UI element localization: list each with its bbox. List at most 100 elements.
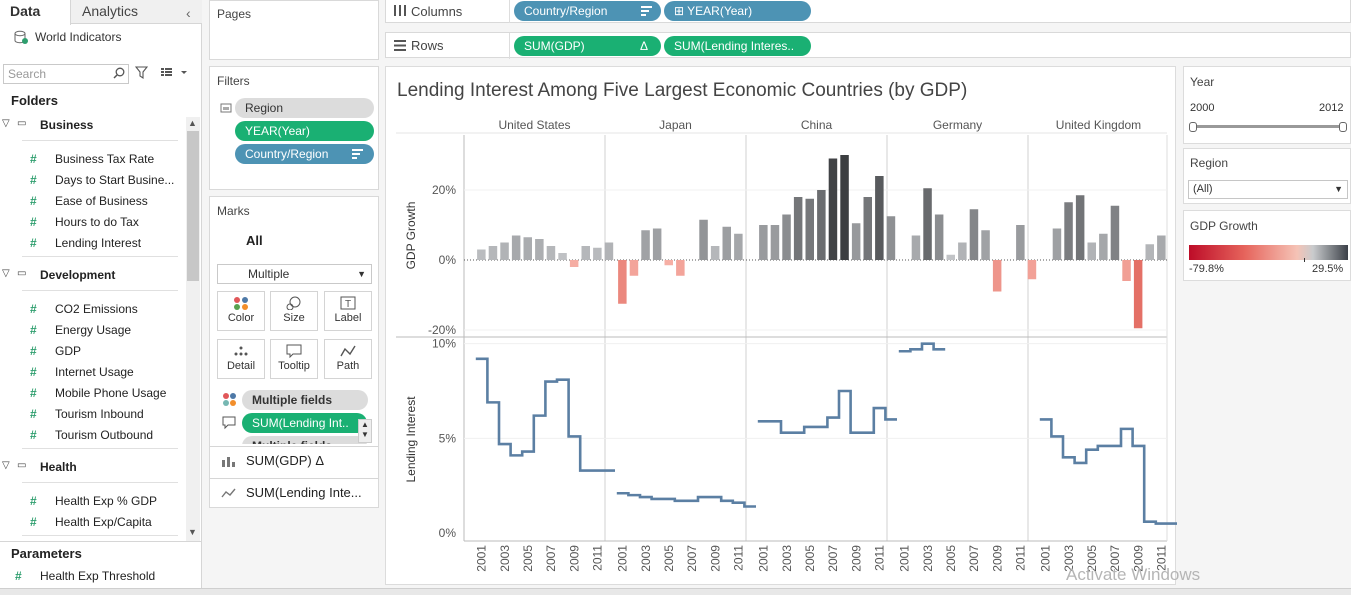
tab-data[interactable]: Data bbox=[0, 0, 71, 25]
gdp-bar[interactable] bbox=[886, 216, 896, 260]
gdp-bar[interactable] bbox=[1087, 242, 1097, 261]
gdp-bar[interactable] bbox=[934, 214, 944, 261]
columns-pill-year[interactable]: ⊞ YEAR(Year) bbox=[664, 1, 811, 21]
gdp-bar[interactable] bbox=[1157, 235, 1166, 261]
gdp-bar[interactable] bbox=[558, 253, 567, 260]
lending-line[interactable] bbox=[757, 389, 897, 434]
gdp-bar[interactable] bbox=[958, 242, 967, 261]
path-button[interactable]: Path bbox=[324, 339, 372, 379]
chevron-down-icon: ▽ bbox=[2, 460, 10, 471]
gdp-bar[interactable] bbox=[641, 230, 650, 260]
columns-pill-country[interactable]: Country/Region bbox=[514, 1, 661, 21]
gdp-bar[interactable] bbox=[593, 247, 602, 260]
gdp-bar[interactable] bbox=[981, 230, 990, 260]
chart[interactable]: United States Japan China Germany United Kin… bbox=[386, 67, 1177, 586]
search-input[interactable]: Search bbox=[3, 64, 129, 84]
detail-button[interactable]: Detail bbox=[217, 339, 265, 379]
datasource-item[interactable]: World Indicators bbox=[14, 30, 121, 48]
gdp-bar[interactable] bbox=[851, 223, 861, 260]
gdp-bar[interactable] bbox=[1027, 260, 1037, 280]
marks-all-label[interactable]: All bbox=[246, 233, 263, 248]
lending-line[interactable] bbox=[475, 357, 615, 472]
gdp-bar[interactable] bbox=[793, 197, 803, 260]
region-select[interactable]: (All) ▼ bbox=[1188, 180, 1348, 199]
year-filter-card: Year 2000 2012 bbox=[1183, 66, 1351, 144]
gdp-bar[interactable] bbox=[676, 260, 685, 276]
gdp-bar[interactable] bbox=[734, 233, 743, 260]
lending-line[interactable] bbox=[898, 342, 946, 353]
gdp-bar[interactable] bbox=[1016, 225, 1025, 260]
gdp-bar[interactable] bbox=[1099, 233, 1108, 260]
gdp-bar[interactable] bbox=[511, 235, 521, 261]
scrollbar-thumb[interactable] bbox=[187, 131, 199, 281]
gdp-bar[interactable] bbox=[1110, 205, 1120, 260]
size-button[interactable]: Size bbox=[270, 291, 318, 331]
tooltip-button[interactable]: Tooltip bbox=[270, 339, 318, 379]
gdp-bar[interactable] bbox=[840, 155, 849, 260]
gdp-bar[interactable] bbox=[535, 239, 544, 260]
year-slider-track[interactable] bbox=[1192, 125, 1344, 128]
gdp-bar[interactable] bbox=[1133, 260, 1143, 329]
gdp-bar[interactable] bbox=[722, 226, 732, 260]
marks-layer-lending[interactable]: SUM(Lending Inte... bbox=[246, 485, 362, 500]
rows-pill-lending[interactable]: SUM(Lending Interes.. bbox=[664, 36, 811, 56]
marks-field-pill[interactable]: SUM(Lending Int.. bbox=[242, 413, 367, 433]
marks-layer-gdp[interactable]: SUM(GDP) Δ bbox=[246, 453, 325, 468]
gdp-bar[interactable] bbox=[652, 228, 662, 261]
collapse-pane-icon[interactable]: ‹ bbox=[186, 5, 191, 21]
gdp-bar[interactable] bbox=[923, 188, 932, 260]
marks-field-pill[interactable]: Multiple fields bbox=[242, 436, 367, 444]
country-header: United Kingdom bbox=[1056, 118, 1141, 132]
gdp-bar[interactable] bbox=[1145, 244, 1155, 260]
label-button[interactable]: T Label bbox=[324, 291, 372, 331]
color-button[interactable]: Color bbox=[217, 291, 265, 331]
gdp-bar[interactable] bbox=[604, 242, 614, 261]
gdp-bar[interactable] bbox=[500, 242, 509, 261]
rows-pill-gdp[interactable]: SUM(GDP) Δ bbox=[514, 36, 661, 56]
gdp-bar[interactable] bbox=[863, 197, 873, 260]
filter-pill-country[interactable]: Country/Region bbox=[235, 144, 374, 164]
gdp-bar[interactable] bbox=[569, 260, 579, 267]
gdp-bar[interactable] bbox=[782, 214, 791, 261]
gdp-bar[interactable] bbox=[523, 237, 533, 260]
filter-pill-year[interactable]: YEAR(Year) bbox=[235, 121, 374, 141]
gdp-bar[interactable] bbox=[546, 246, 556, 260]
gdp-bar[interactable] bbox=[710, 246, 720, 260]
gdp-bar[interactable] bbox=[992, 260, 1002, 292]
gdp-bar[interactable] bbox=[969, 209, 979, 260]
scroll-up-icon[interactable]: ▲ bbox=[188, 118, 197, 128]
gdp-bar[interactable] bbox=[759, 225, 768, 260]
gdp-bar[interactable] bbox=[581, 246, 591, 260]
gdp-bar[interactable] bbox=[770, 225, 780, 260]
lending-line[interactable] bbox=[616, 491, 756, 508]
gdp-bar[interactable] bbox=[618, 260, 627, 304]
chart-title: Lending Interest Among Five Largest Econ… bbox=[397, 80, 968, 101]
gdp-bar[interactable] bbox=[1064, 202, 1073, 260]
mark-type-select[interactable]: Multiple ▼ bbox=[217, 264, 372, 284]
gdp-bar[interactable] bbox=[805, 198, 815, 260]
tab-analytics[interactable]: Analytics bbox=[82, 3, 139, 19]
year-slider-min-handle[interactable] bbox=[1189, 122, 1197, 132]
gdp-bar[interactable] bbox=[629, 260, 639, 276]
gdp-bar[interactable] bbox=[828, 158, 838, 261]
lending-line[interactable] bbox=[1039, 418, 1177, 525]
gdp-bar[interactable] bbox=[911, 235, 921, 261]
gdp-bar[interactable] bbox=[875, 176, 884, 260]
marks-scroll[interactable]: ▲ ▼ bbox=[358, 419, 372, 443]
gdp-bar[interactable] bbox=[1052, 228, 1062, 261]
marks-field-pill[interactable]: Multiple fields bbox=[242, 390, 368, 410]
gdp-bar[interactable] bbox=[664, 260, 674, 266]
color-icon bbox=[223, 393, 236, 406]
gdp-bar[interactable] bbox=[477, 249, 486, 261]
gdp-bar[interactable] bbox=[488, 246, 498, 260]
gdp-bar[interactable] bbox=[1122, 260, 1131, 281]
gdp-bar[interactable] bbox=[1075, 195, 1085, 260]
gdp-bar[interactable] bbox=[817, 190, 826, 260]
filter-icon[interactable] bbox=[135, 66, 148, 80]
gdp-bar[interactable] bbox=[699, 219, 708, 260]
view-options-icon[interactable] bbox=[160, 66, 190, 78]
gdp-bar[interactable] bbox=[946, 254, 956, 260]
scroll-down-icon[interactable]: ▼ bbox=[188, 527, 197, 537]
filter-pill-region[interactable]: Region bbox=[235, 98, 374, 118]
year-slider-max-handle[interactable] bbox=[1339, 122, 1347, 132]
